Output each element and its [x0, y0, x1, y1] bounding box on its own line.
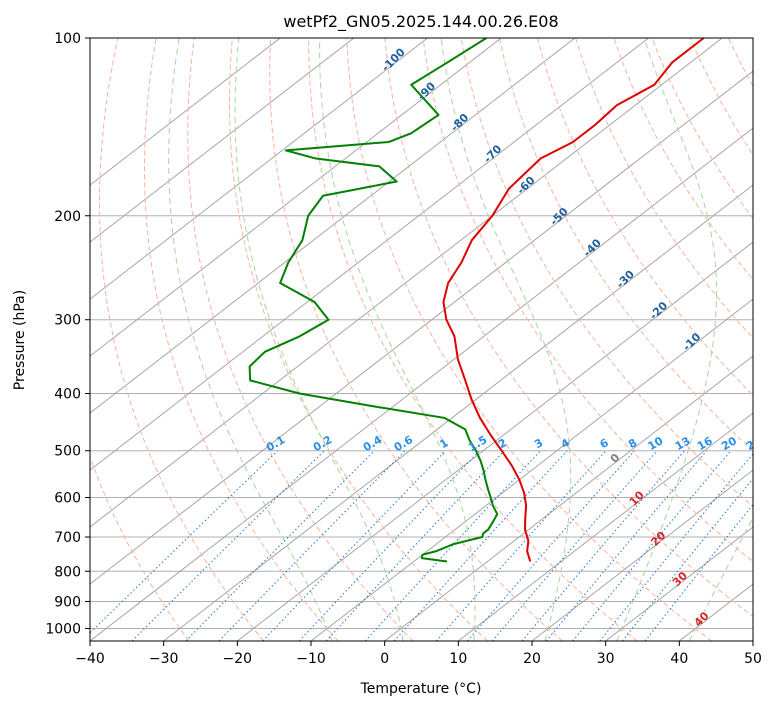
mixing-ratio-line: [325, 450, 505, 641]
moist-adiabat-line: [616, 38, 718, 641]
plot-frame: [89, 37, 754, 642]
dry-adiabat-line: [143, 38, 339, 641]
mixing-ratio-line: [393, 450, 568, 641]
y-tick-label: 400: [54, 387, 81, 403]
x-axis-ticks: −40 −30 −20 −10 0 10 20 30 40 50: [75, 641, 762, 667]
mixing-ratio-line: [621, 477, 753, 641]
chart-title: wetPf2_GN05.2025.144.00.26.E08: [283, 12, 558, 32]
mixing-ratio-line: [298, 450, 480, 641]
dry-adiabat-line: [498, 38, 753, 452]
x-tick-label: 20: [523, 651, 541, 667]
isotherm-lines: [90, 38, 753, 641]
y-tick-label: 300: [54, 313, 81, 329]
x-axis-title: Temperature (°C): [360, 681, 482, 697]
mixing-ratio-label: 25: [744, 434, 764, 453]
isotherm-line: [90, 38, 502, 357]
isotherm-line: [90, 38, 428, 300]
mixing-ratio-line: [436, 450, 607, 641]
mixing-ratio-line: [218, 450, 406, 641]
dewpoint-profile-line: [248, 38, 499, 563]
mixing-ratio-line: [90, 450, 278, 634]
dry-adiabat-line: [187, 38, 414, 641]
mixing-ratio-line: [364, 450, 541, 641]
x-tick-label: −20: [223, 651, 253, 667]
mixing-ratio-line: [131, 450, 325, 641]
isotherm-line: [90, 38, 281, 186]
isotherm-line: [237, 241, 753, 641]
x-tick-label: −10: [296, 651, 326, 667]
x-tick-label: 0: [380, 651, 389, 667]
mixing-ratio-line: [185, 450, 375, 641]
x-tick-label: 40: [670, 651, 688, 667]
isotherm-line: [90, 70, 753, 585]
x-tick-label: 10: [449, 651, 467, 667]
y-tick-label: 100: [54, 31, 81, 47]
dry-adiabat-line: [422, 38, 753, 563]
dry-adiabat-line: [90, 455, 190, 641]
mixing-ratio-lines: [90, 450, 753, 641]
isotherm-line: [531, 469, 753, 641]
dry-adiabat-line: [346, 38, 713, 641]
mixing-ratio-line: [599, 453, 753, 641]
isotherm-line: [90, 38, 649, 471]
pressure-gridlines: [90, 38, 753, 629]
profile-series: [248, 38, 705, 563]
moist-adiabat-lines: [168, 38, 753, 641]
isotherm-line: [458, 412, 753, 641]
moist-adiabat-line: [440, 38, 572, 641]
dry-adiabat-line: [308, 38, 638, 641]
x-tick-label: −30: [149, 651, 179, 667]
temperature-profile-line: [442, 38, 705, 562]
x-tick-label: 30: [597, 651, 615, 667]
dry-adiabat-lines: [90, 38, 753, 641]
dry-adiabat-line: [460, 38, 753, 508]
moist-adiabat-line: [319, 38, 476, 641]
isotherm-line: [90, 38, 355, 243]
mixing-ratio-line: [262, 450, 447, 641]
y-tick-label: 800: [54, 564, 81, 580]
x-tick-label: −40: [75, 651, 105, 667]
dry-adiabat-line: [99, 38, 264, 641]
moist-adiabat-line: [234, 38, 404, 641]
isotherm-line: [90, 38, 576, 414]
mixing-ratio-line: [521, 450, 685, 641]
mixing-ratio-line: [545, 450, 708, 641]
y-tick-label: 500: [54, 444, 81, 460]
mixing-ratio-line: [572, 450, 732, 641]
y-tick-label: 900: [54, 594, 81, 610]
y-tick-label: 700: [54, 530, 81, 546]
isotherm-line: [90, 38, 723, 528]
dry-adiabat-line: [228, 38, 488, 641]
isotherm-line: [90, 127, 753, 641]
y-axis-ticks: 1000 900 800 700 600 500 400 300 200 100: [45, 31, 90, 637]
plot-area: 0.10.20.40.611.52346810131620253036-100-…: [90, 38, 764, 641]
y-tick-label: 600: [54, 490, 81, 506]
isotherm-line: [163, 184, 753, 641]
x-tick-label: 50: [744, 651, 762, 667]
y-tick-label: 1000: [45, 621, 81, 637]
y-tick-label: 200: [54, 209, 81, 225]
moist-adiabat-line: [168, 38, 333, 641]
y-axis-title: Pressure (hPa): [12, 290, 28, 390]
isotherm-line: [384, 355, 753, 641]
isotherm-line: [605, 526, 753, 641]
